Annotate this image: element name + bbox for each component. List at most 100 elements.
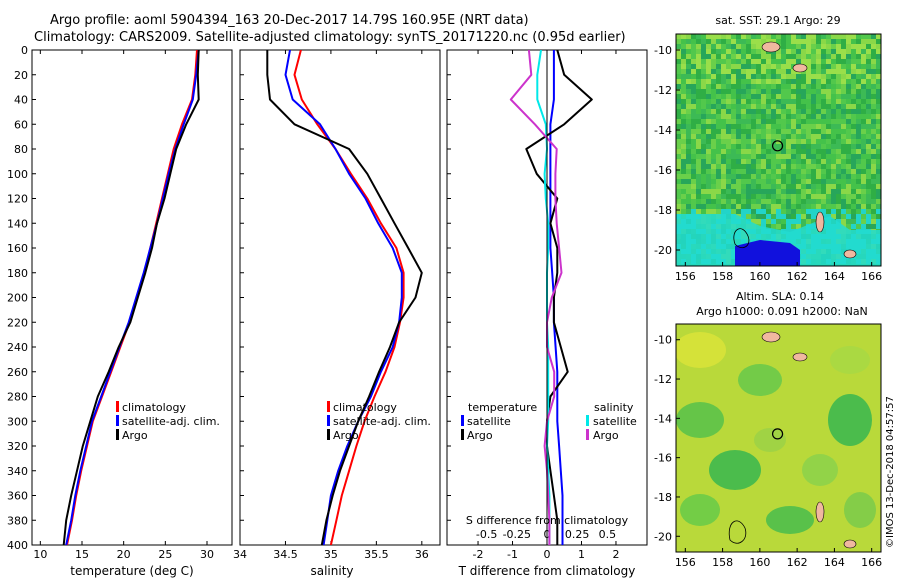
sst-cell <box>831 144 836 149</box>
sst-cell <box>821 199 826 204</box>
sst-cell <box>781 49 786 54</box>
sst-cell <box>821 194 826 199</box>
sst-cell <box>681 189 686 194</box>
sst-cell <box>706 184 711 189</box>
sst-cell <box>861 179 866 184</box>
sst-cell <box>771 194 776 199</box>
sst-cell <box>726 189 731 194</box>
sst-cell <box>866 114 871 119</box>
sst-cell <box>716 64 721 69</box>
sst-cell <box>751 214 756 219</box>
sst-cell <box>811 209 816 214</box>
sst-cell <box>821 54 826 59</box>
legend-label-temp-satellite: satellite <box>467 415 511 428</box>
sst-cell <box>791 144 796 149</box>
sst-cell <box>761 169 766 174</box>
sst-cell <box>701 59 706 64</box>
sst-cell <box>766 154 771 159</box>
sst-cell <box>861 109 866 114</box>
legend-heading-temperature: temperature <box>468 401 537 414</box>
legend-label-temp-argo: Argo <box>467 429 493 442</box>
sst-cell <box>761 84 766 89</box>
sst-cell <box>876 174 881 179</box>
sst-cell <box>686 184 691 189</box>
sst-cell <box>756 94 761 99</box>
sst-cell <box>676 44 681 49</box>
sst-cell <box>706 159 711 164</box>
sst-cell <box>851 144 856 149</box>
sst-cell <box>826 69 831 74</box>
sst-cell <box>781 169 786 174</box>
sst-cell <box>751 174 756 179</box>
sst-cell <box>731 134 736 139</box>
sst-cell <box>856 124 861 129</box>
sst-cell <box>696 59 701 64</box>
sst-cell <box>676 104 681 109</box>
sst-cell <box>866 99 871 104</box>
sst-cell <box>786 74 791 79</box>
sst-cell <box>681 59 686 64</box>
sst-cell <box>776 64 781 69</box>
sst-cell <box>756 169 761 174</box>
sst-cell <box>851 104 856 109</box>
sst-cell <box>766 174 771 179</box>
sst-cell <box>701 189 706 194</box>
sst-cell <box>706 174 711 179</box>
sst-cell <box>796 189 801 194</box>
sla-anomaly-blob <box>766 506 814 534</box>
sst-cell <box>856 129 861 134</box>
sst-cell <box>761 49 766 54</box>
sst-cell <box>811 169 816 174</box>
legend-label-climatology: climatology <box>122 401 186 414</box>
sst-cell <box>771 219 776 224</box>
sst-cell <box>751 54 756 59</box>
sst-cell <box>686 164 691 169</box>
sst-cell <box>856 184 861 189</box>
sst-cell <box>696 189 701 194</box>
sst-cell <box>821 159 826 164</box>
sst-cell <box>791 194 796 199</box>
sst-cell <box>681 209 686 214</box>
sst-cell <box>826 209 831 214</box>
sst-cell <box>676 134 681 139</box>
sst-cell <box>816 154 821 159</box>
sst-cell <box>736 109 741 114</box>
sst-cell <box>741 44 746 49</box>
x-tick-label: 0 <box>544 548 551 561</box>
sst-cell <box>761 179 766 184</box>
x-tick-label: 36 <box>415 548 429 561</box>
sst-cell <box>866 129 871 134</box>
sst-cell <box>711 64 716 69</box>
sst-cell <box>681 74 686 79</box>
sst-cell <box>781 129 786 134</box>
sst-cell <box>796 154 801 159</box>
sst-cell <box>861 54 866 59</box>
sst-cell <box>736 154 741 159</box>
sst-cell <box>716 154 721 159</box>
sst-cell <box>796 94 801 99</box>
sst-cell <box>711 189 716 194</box>
sst-cell <box>791 169 796 174</box>
sst-cell <box>676 174 681 179</box>
sst-cell <box>761 174 766 179</box>
sst-cell <box>846 164 851 169</box>
sst-cell <box>771 114 776 119</box>
sst-cell <box>786 129 791 134</box>
sst-cell <box>861 104 866 109</box>
sst-cell <box>831 109 836 114</box>
sst-cell <box>696 84 701 89</box>
temperature-series <box>62 50 200 545</box>
sst-cell <box>751 134 756 139</box>
sst-cell <box>841 154 846 159</box>
sst-cell <box>811 99 816 104</box>
sst-cell <box>726 124 731 129</box>
sst-cell <box>841 129 846 134</box>
sst-cell <box>726 204 731 209</box>
sst-cell <box>866 154 871 159</box>
sst-cell <box>676 114 681 119</box>
sst-cell <box>681 149 686 154</box>
sst-cell <box>846 139 851 144</box>
sst-cell <box>811 74 816 79</box>
sst-cell <box>821 59 826 64</box>
sst-cell <box>686 174 691 179</box>
